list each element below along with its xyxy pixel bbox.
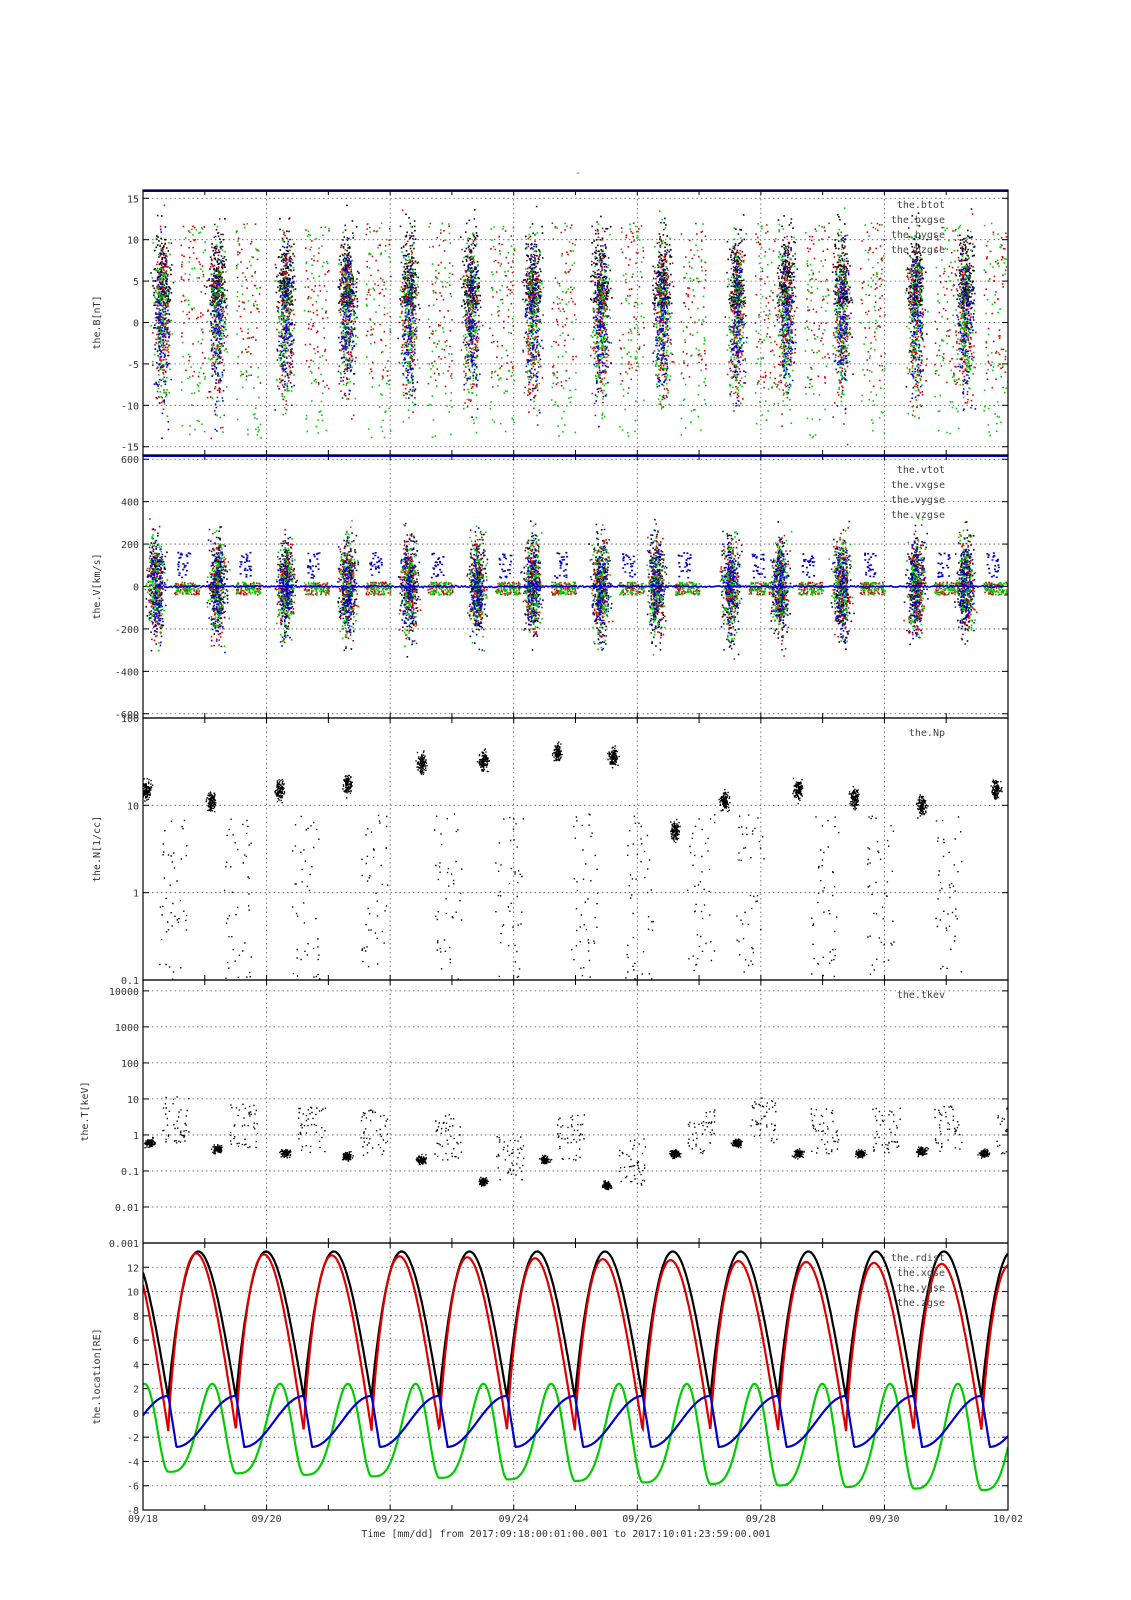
legend-entry: the.zgse [897, 1298, 945, 1309]
series-the.bzgse [150, 214, 977, 439]
legend-entry: the.vtot [897, 465, 945, 476]
y-tick-label: -2 [127, 1433, 139, 1444]
y-tick-label: 0 [133, 319, 139, 330]
y-tick-label: 0.1 [121, 976, 139, 987]
y-tick-label: 0.1 [121, 1167, 139, 1178]
panel-B: 15 10 5 0 -5 -10 -15 the.btot the.bxgse the.bygse… [92, 189, 1009, 456]
panel-frame [142, 1242, 1009, 1511]
y-tick-label: 10 [127, 1288, 139, 1299]
y-tick-label: 10000 [109, 987, 139, 998]
y-tick-label: 0 [133, 583, 139, 594]
y-axis-label: the.V[km/s] [92, 553, 103, 619]
page-title: - [575, 168, 581, 179]
series-the.vzgse [146, 518, 1004, 654]
x-tick-label: 09/18 [128, 1514, 158, 1525]
y-tick-label: -600 [115, 710, 139, 721]
x-tick-label: 09/24 [499, 1514, 529, 1525]
y-tick-label: -8 [127, 1506, 139, 1517]
y-tick-label: -15 [121, 443, 139, 454]
y-tick-label: 8 [133, 1312, 139, 1323]
legend-entry: the.ygse [897, 1283, 945, 1294]
legend-entry: the.bygse [891, 230, 945, 241]
y-tick-label: 10 [127, 1095, 139, 1106]
y-tick-label: 1 [133, 889, 139, 900]
time-caption: Time [mm/dd] from 2017:09:18:00:01:00.00… [361, 1529, 770, 1540]
panel-T: 10000 1000 100 10 1 0.1 0.01 0.001 the.tkev the.T… [80, 979, 1009, 1250]
panel-location-marks [143, 1250, 1008, 1492]
panel-V-marks [143, 455, 1008, 660]
y-tick-label: 0.001 [109, 1239, 139, 1250]
legend-entry: the.rdist [891, 1253, 945, 1264]
y-tick-label: 0 [133, 1409, 139, 1420]
panel-V: 600 400 200 0 -200 -400 -600 the.vtot the.vxgse t… [92, 454, 1009, 721]
series-the.Np [143, 741, 1003, 980]
x-tick-label: 09/22 [375, 1514, 405, 1525]
y-tick-label: 1 [133, 1131, 139, 1142]
series-the.zgse [143, 1394, 1008, 1449]
y-tick-label: -200 [115, 625, 139, 636]
series-the.rdist [143, 1250, 1008, 1399]
legend-entry: the.vygse [891, 495, 945, 506]
y-tick-label: 10 [127, 801, 139, 812]
y-tick-label: -5 [127, 360, 139, 371]
y-axis-label: the.N[1/cc] [92, 816, 103, 882]
y-tick-label: 2 [133, 1385, 139, 1396]
y-tick-label: -10 [121, 401, 139, 412]
x-axis: 09/18 09/20 09/22 09/24 09/26 09/28 09/30 10/02 [128, 1514, 1023, 1525]
panel-N-marks [143, 741, 1003, 980]
x-tick-label: 09/30 [869, 1514, 899, 1525]
legend-entry: the.vzgse [891, 510, 945, 521]
y-tick-label: 100 [121, 714, 139, 725]
series-the.tkev [144, 1096, 1008, 1191]
legend-entry: the.vxgse [891, 480, 945, 491]
legend-entry: the.xgse [897, 1268, 945, 1279]
series-the.ygse [143, 1382, 1008, 1492]
y-axis-label: the.location[RE] [92, 1328, 103, 1424]
y-tick-label: 1000 [115, 1023, 139, 1034]
y-tick-label: 200 [121, 540, 139, 551]
y-tick-label: -400 [115, 667, 139, 678]
panel-frame [142, 717, 1009, 981]
legend-entry: the.bxgse [891, 215, 945, 226]
panel-N: 100 10 1 0.1 the.Np the.N[1/cc] [92, 714, 1009, 987]
y-tick-label: 0.01 [115, 1203, 139, 1214]
series-the.btot [152, 204, 975, 307]
y-tick-label: -6 [127, 1482, 139, 1493]
panel-B-marks [143, 190, 1008, 446]
panel-location: 12 10 8 6 4 2 0 -2 -4 -6 -8 the.rdist the.xgse the.yg… [92, 1242, 1009, 1517]
panels: 151050-5-10-15the.btotthe.bxgsethe.bygse… [80, 189, 1023, 1525]
y-tick-label: 12 [127, 1263, 139, 1274]
series-the.bxgse [152, 204, 1008, 446]
x-tick-label: 10/02 [993, 1514, 1023, 1525]
panel-frame [142, 979, 1009, 1244]
y-tick-label: 15 [127, 194, 139, 205]
y-tick-label: -4 [127, 1457, 139, 1468]
y-tick-label: 5 [133, 277, 139, 288]
legend-entry: the.tkev [897, 990, 945, 1001]
y-tick-label: 6 [133, 1336, 139, 1347]
y-tick-label: 10 [127, 236, 139, 247]
series-the.xgse [143, 1252, 1008, 1433]
y-tick-label: 600 [121, 455, 139, 466]
x-tick-label: 09/28 [746, 1514, 776, 1525]
legend-entry: the.btot [897, 200, 945, 211]
y-tick-label: 100 [121, 1059, 139, 1070]
x-tick-label: 09/20 [252, 1514, 282, 1525]
panel-T-marks [144, 1096, 1008, 1191]
y-axis-label: the.B[nT] [92, 295, 103, 349]
legend-entry: the.Np [909, 728, 945, 739]
y-tick-label: 400 [121, 498, 139, 509]
series-the.bygse [150, 207, 1008, 439]
legend-entry: the.bzgse [891, 245, 945, 256]
y-axis-label: the.T[keV] [80, 1081, 91, 1141]
x-tick-label: 09/26 [622, 1514, 652, 1525]
y-tick-label: 4 [133, 1360, 139, 1371]
